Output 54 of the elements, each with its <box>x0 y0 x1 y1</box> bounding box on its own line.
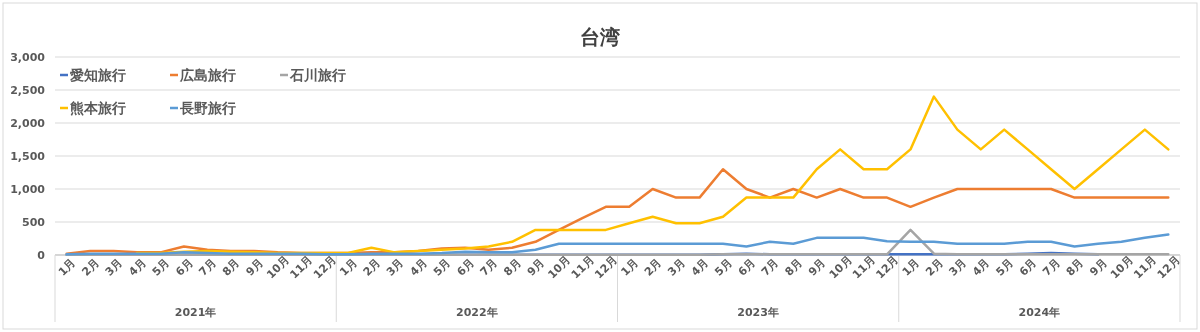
x-tick-label: 6月 <box>1016 256 1040 279</box>
x-tick-label: 1月 <box>899 256 923 279</box>
x-tick-label: 4月 <box>969 256 993 279</box>
y-tick-label: 1,000 <box>10 183 46 196</box>
x-tick-label: 7月 <box>196 256 219 279</box>
x-tick-label: 2月 <box>641 256 665 279</box>
x-tick-label: 1月 <box>337 256 360 279</box>
x-tick-label: 3月 <box>102 256 126 279</box>
x-tick-label: 9月 <box>1087 256 1110 279</box>
x-tick-label: 3月 <box>384 256 407 279</box>
x-tick-label: 8月 <box>501 256 524 279</box>
legend-label: 広島旅行 <box>179 67 236 83</box>
text: 2021年 <box>174 306 217 319</box>
x-tick-label: 5月 <box>993 256 1016 279</box>
x-tick-label: 6月 <box>173 256 196 279</box>
x-tick-label: 7月 <box>1040 256 1063 279</box>
x-tick-label: 6月 <box>735 256 758 279</box>
x-tick-label: 2月 <box>360 256 383 279</box>
x-tick-label: 5月 <box>149 256 173 279</box>
x-tick-label: 1月 <box>618 256 641 279</box>
y-tick-label: 2,000 <box>10 117 46 130</box>
legend-label: 愛知旅行 <box>70 67 126 83</box>
x-tick-label: 3月 <box>665 256 688 279</box>
x-tick-label: 9月 <box>805 256 829 279</box>
x-tick-label: 6月 <box>454 256 477 279</box>
x-tick-label: 7月 <box>477 256 501 279</box>
text: 2024年 <box>1018 306 1061 319</box>
x-tick-label: 5月 <box>430 256 454 279</box>
text: 2022年 <box>456 306 498 319</box>
x-tick-label: 3月 <box>946 256 969 279</box>
x-tick-label: 4月 <box>688 256 712 279</box>
legend-label: 石川旅行 <box>289 67 346 83</box>
x-tick-label: 5月 <box>712 256 735 279</box>
y-tick-label: 1,500 <box>10 150 46 163</box>
x-tick-label: 9月 <box>524 256 548 279</box>
y-tick-label: 3,000 <box>10 51 46 64</box>
x-tick-label: 1月 <box>55 256 79 279</box>
legend-label: 熊本旅行 <box>70 100 126 116</box>
x-tick-label: 2月 <box>79 256 102 279</box>
x-tick-label: 8月 <box>219 256 243 279</box>
x-tick-label: 4月 <box>126 256 149 279</box>
x-tick-label: 9月 <box>243 256 266 279</box>
x-tick-label: 4月 <box>407 256 430 279</box>
x-tick-label: 7月 <box>759 256 782 279</box>
x-tick-label: 8月 <box>782 256 805 279</box>
y-tick-label: 0 <box>37 249 46 262</box>
text: 2023年 <box>737 306 779 319</box>
legend-label: 長野旅行 <box>179 100 236 116</box>
x-tick-label: 2月 <box>923 256 946 279</box>
x-tick-label: 8月 <box>1063 256 1087 279</box>
y-tick-label: 2,500 <box>10 84 46 97</box>
line-series <box>65 233 1170 256</box>
chart-title: 台湾 <box>580 25 620 49</box>
y-tick-label: 500 <box>22 216 46 229</box>
